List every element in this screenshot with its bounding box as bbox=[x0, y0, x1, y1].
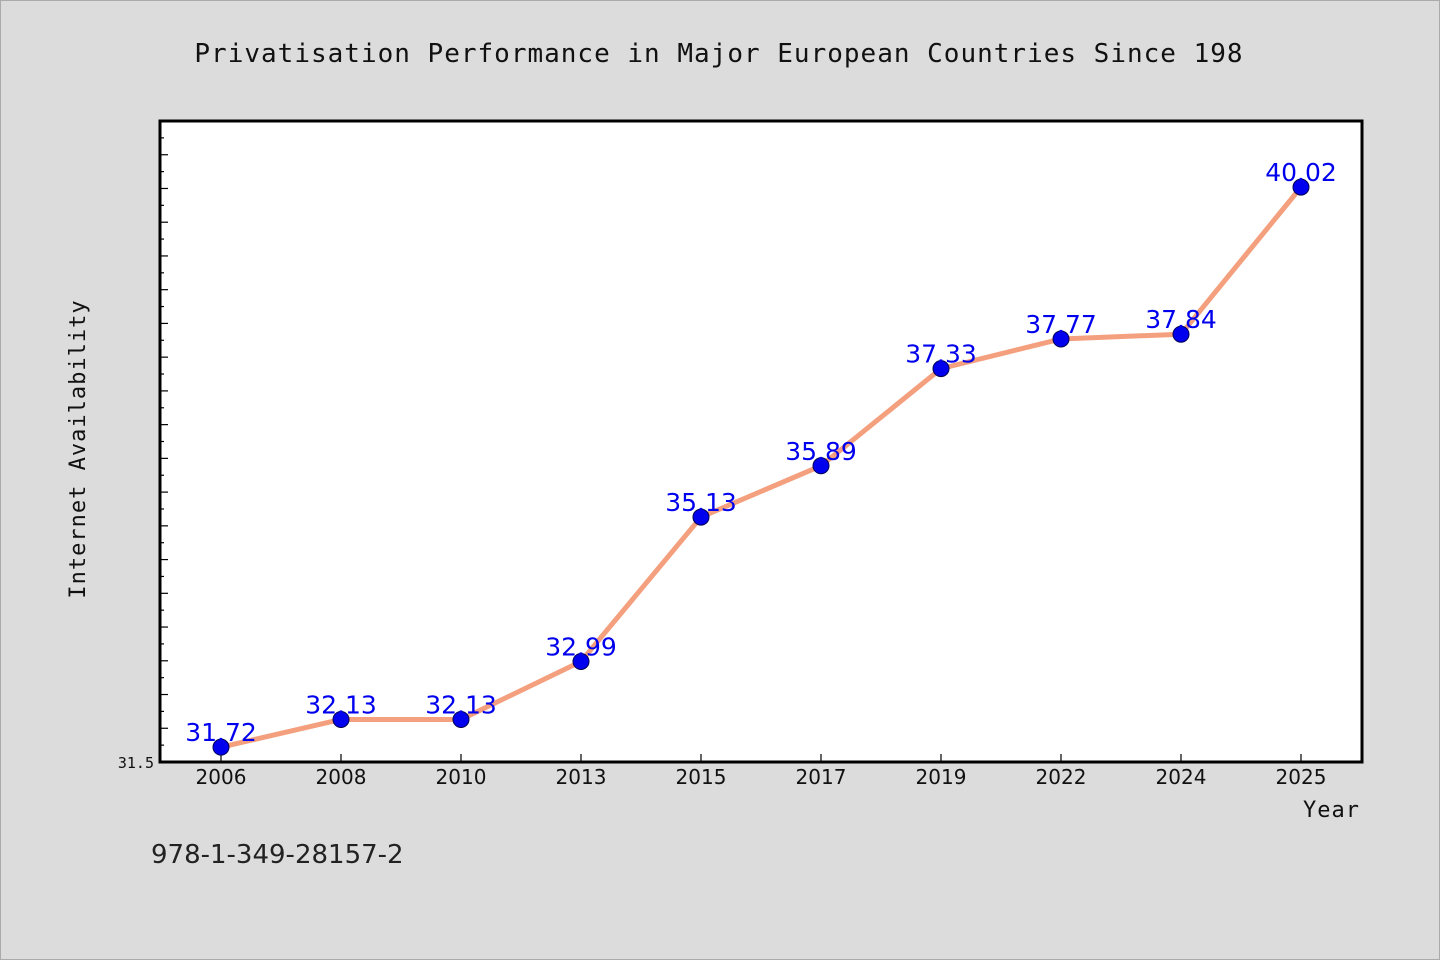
x-tick-label: 2010 bbox=[436, 765, 487, 789]
y-axis-label: Internet Availability bbox=[66, 299, 91, 598]
data-point bbox=[932, 360, 950, 378]
data-label: 37.77 bbox=[1025, 310, 1097, 339]
x-tick-label: 2025 bbox=[1276, 765, 1327, 789]
series-line bbox=[218, 184, 1304, 750]
x-tick-label: 2008 bbox=[316, 765, 367, 789]
x-tick-label: 2017 bbox=[796, 765, 847, 789]
data-point bbox=[692, 508, 710, 526]
x-tick-label: 2019 bbox=[916, 765, 967, 789]
data-label: 32.13 bbox=[305, 690, 377, 719]
series-layer: 31.72 32.13 32.13 32.99 35.13 35.89 37.33 37.77… bbox=[185, 158, 1337, 756]
data-point bbox=[452, 710, 470, 728]
x-tick-label: 2015 bbox=[676, 765, 727, 789]
data-point bbox=[212, 738, 230, 756]
data-label: 35.89 bbox=[785, 437, 857, 466]
data-label: 31.72 bbox=[185, 718, 257, 747]
chart-title: Privatisation Performance in Major Europ… bbox=[194, 39, 1243, 69]
data-point bbox=[1172, 325, 1190, 343]
data-label: 32.13 bbox=[425, 690, 497, 719]
data-point bbox=[812, 457, 830, 475]
data-point bbox=[1052, 330, 1070, 348]
data-label: 40.02 bbox=[1265, 158, 1337, 187]
data-point bbox=[332, 710, 350, 728]
x-tick-label: 2006 bbox=[196, 765, 247, 789]
x-axis-ticks: 2006 2008 2010 2013 2015 2017 2019 2022 2024 2025 bbox=[196, 754, 1327, 789]
footer-code: 978-1-349-28157-2 bbox=[151, 840, 404, 870]
data-label: 37.33 bbox=[905, 340, 977, 369]
y-axis-ticks: 31.5 bbox=[118, 120, 168, 772]
data-label: 35.13 bbox=[665, 488, 737, 517]
x-tick-label: 2022 bbox=[1036, 765, 1087, 789]
x-tick-label: 2013 bbox=[556, 765, 607, 789]
data-label: 37.84 bbox=[1145, 305, 1217, 334]
y-tick-label: 31.5 bbox=[118, 754, 154, 772]
x-axis-label: Year bbox=[1303, 798, 1360, 823]
data-label: 32.99 bbox=[545, 632, 617, 661]
data-point bbox=[1292, 178, 1310, 196]
plot-area bbox=[158, 119, 1364, 764]
data-point bbox=[572, 652, 590, 670]
x-tick-label: 2024 bbox=[1156, 765, 1207, 789]
